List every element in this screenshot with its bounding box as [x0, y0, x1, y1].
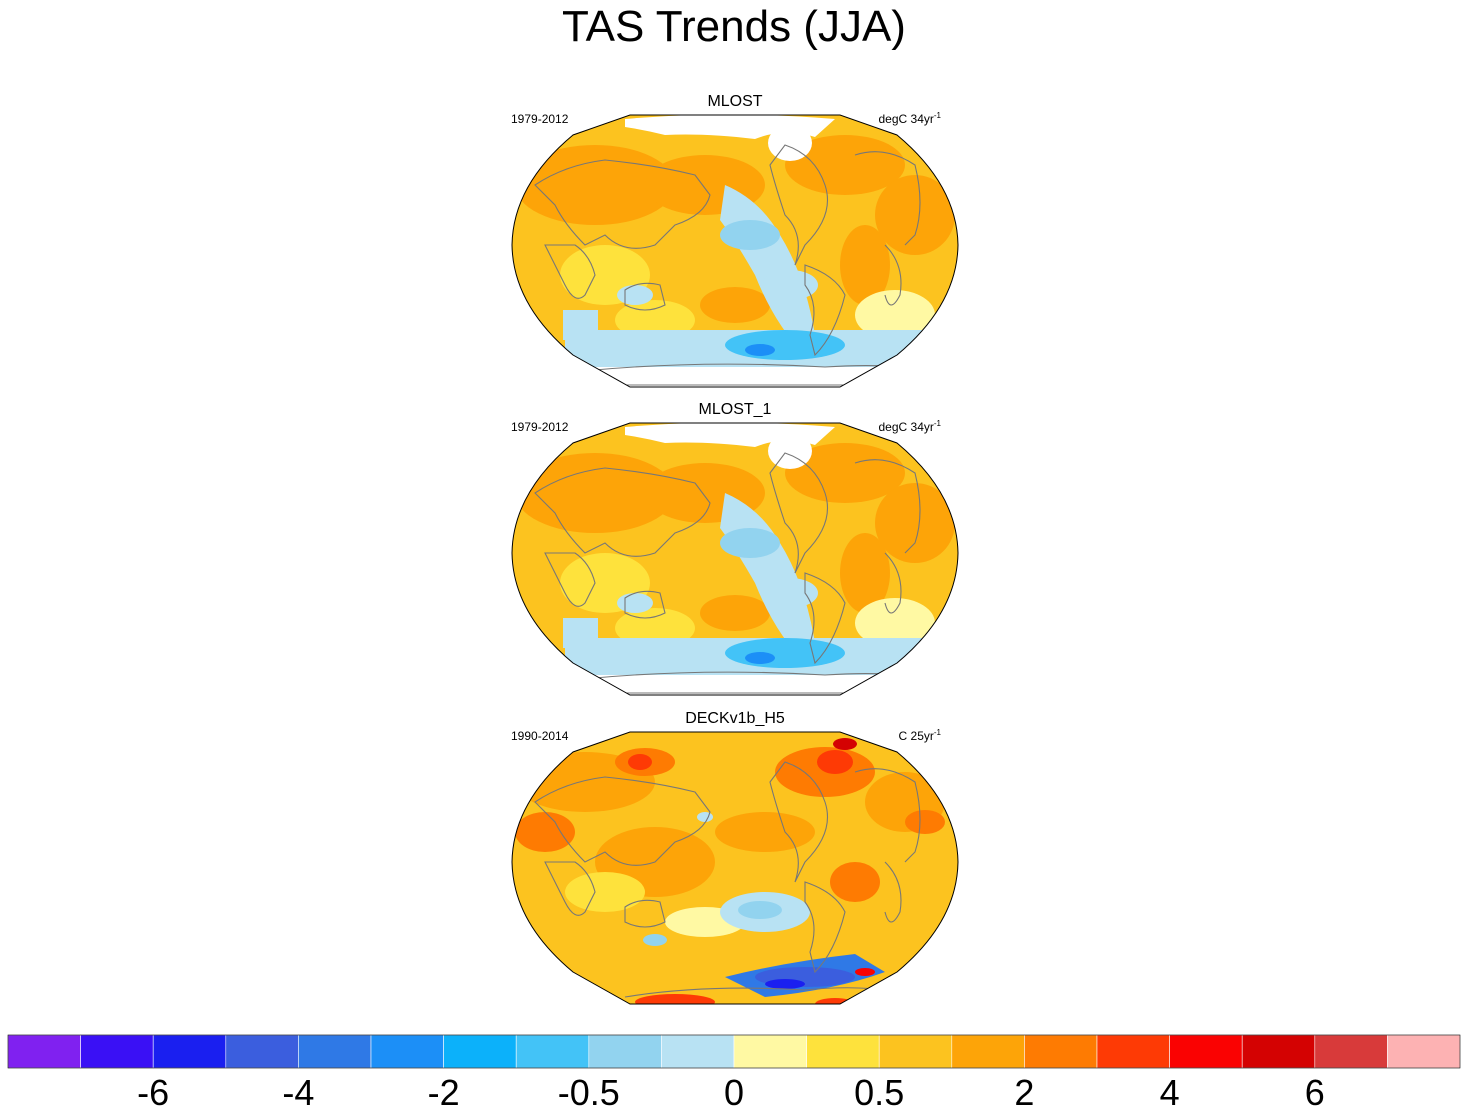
colorbar-swatch: [733, 1034, 807, 1069]
trend-map: [511, 731, 959, 1005]
colorbar-swatch: [515, 1034, 590, 1069]
trend-map: [511, 114, 959, 388]
panel-period: 1979-2012: [511, 112, 569, 126]
warm-region: [875, 483, 955, 563]
colorbar-swatch: [951, 1034, 1025, 1069]
cool-region: [762, 270, 818, 300]
cool-region: [762, 578, 818, 608]
panel-title: DECKv1b_H5: [685, 710, 785, 727]
no-data-region: [625, 115, 835, 139]
warm-region: [905, 810, 945, 834]
cool-region: [643, 934, 667, 946]
map-border: [511, 114, 959, 388]
hot-region: [635, 994, 715, 1004]
panel-units: C 25yr-1: [898, 728, 941, 743]
map-panel-deckv1b-h5: DECKv1b_H5 1990-2014 C 25yr-1: [505, 710, 965, 1010]
colorbar-tick-label: -6: [137, 1072, 170, 1113]
warm-region: [700, 287, 770, 323]
trend-map: [511, 422, 959, 696]
panel-title: MLOST_1: [698, 401, 772, 418]
colorbar-tick-label: 2: [1014, 1072, 1035, 1113]
cool-region: [563, 618, 598, 648]
no-data-region: [545, 675, 958, 695]
warm-region: [700, 595, 770, 631]
warm-region: [840, 225, 890, 305]
cool-region: [738, 901, 782, 919]
colorbar-tick-label: 0: [723, 1072, 745, 1113]
cool-region: [725, 638, 845, 668]
colorbar-swatch: [588, 1034, 662, 1069]
neutral-region: [565, 872, 645, 912]
colorbar-swatch: [1096, 1034, 1170, 1069]
colorbar-swatch: [1314, 1034, 1388, 1069]
panel-title: MLOST: [707, 93, 763, 110]
colorbar-tick-label: 0.5: [854, 1072, 905, 1113]
panel-period: 1979-2012: [511, 420, 569, 434]
colorbar-swatch: [806, 1034, 880, 1069]
colorbar-swatch: [1241, 1034, 1316, 1069]
cool-region: [765, 979, 805, 989]
colorbar-tick-label: 4: [1159, 1072, 1180, 1113]
warm-region: [785, 443, 905, 503]
cool-region: [697, 812, 713, 822]
colorbar-swatch: [298, 1034, 372, 1069]
colorbar-swatch: [878, 1034, 953, 1069]
colorbar-swatch: [80, 1034, 154, 1069]
panel-units: degC 34yr-1: [878, 419, 942, 434]
map-panel-mlost-1: MLOST_1 1979-2012 degC 34yr-1: [505, 401, 965, 701]
warm-region: [715, 812, 815, 852]
map-border: [511, 422, 959, 696]
neutral-region: [855, 598, 935, 648]
colorbar-swatch: [443, 1034, 517, 1069]
colorbar-swatch: [7, 1034, 81, 1069]
colorbar: [7, 1034, 1461, 1069]
warm-region: [785, 135, 905, 195]
map-panel-mlost: MLOST 1979-2012 degC 34yr-1: [505, 93, 965, 393]
chart-title: TAS Trends (JJA): [562, 2, 906, 51]
panel-units: degC 34yr-1: [878, 111, 942, 126]
colorbar-swatch: [370, 1034, 444, 1069]
cool-region: [563, 310, 598, 340]
colorbar-border: [7, 1034, 1461, 1069]
colorbar-swatch: [1387, 1034, 1461, 1069]
colorbar-tick-label: 6: [1304, 1072, 1325, 1113]
neutral-region: [855, 290, 935, 340]
warm-region: [515, 812, 575, 852]
hot-region: [855, 968, 875, 976]
hot-region: [833, 738, 857, 750]
no-data-region: [768, 125, 812, 161]
colorbar-swatch: [661, 1034, 735, 1069]
colorbar-tick-label: -2: [427, 1072, 460, 1113]
hot-region: [628, 754, 652, 770]
cool-region: [745, 344, 775, 356]
warm-region: [840, 533, 890, 613]
cool-region: [720, 528, 780, 558]
cool-region: [725, 330, 845, 360]
panel-period: 1990-2014: [511, 729, 569, 743]
colorbar-labels: -6 -4 -2 -0.5 0 0.5 2 4 6: [0, 1072, 1468, 1116]
warm-region: [875, 175, 955, 255]
colorbar-swatch: [1169, 1034, 1243, 1069]
no-data-region: [625, 423, 835, 447]
map-border: [511, 731, 959, 1005]
cool-region: [617, 285, 653, 305]
warm-region: [830, 862, 880, 902]
colorbar-swatch: [152, 1034, 227, 1069]
colorbar-swatch: [225, 1034, 299, 1069]
colorbar-tick-label: -0.5: [557, 1072, 620, 1113]
no-data-region: [545, 367, 958, 387]
hot-region: [817, 750, 853, 774]
cool-region: [617, 593, 653, 613]
no-data-region: [768, 433, 812, 469]
colorbar-tick-label: -4: [282, 1072, 315, 1113]
cool-region: [720, 220, 780, 250]
colorbar-swatch: [1024, 1034, 1098, 1069]
cool-region: [745, 652, 775, 664]
